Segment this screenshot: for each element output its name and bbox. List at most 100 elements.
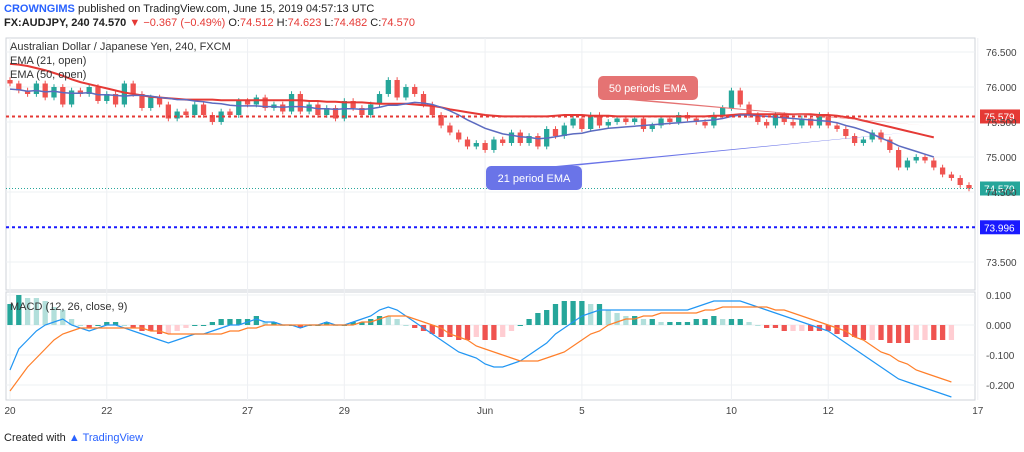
macd-histogram-bar [394, 319, 400, 325]
macd-histogram-bar [684, 322, 691, 325]
macd-histogram-bar [649, 319, 655, 325]
price-tick-label: 76.000 [986, 83, 1017, 94]
candle-body [640, 118, 647, 129]
published-text: published on TradingView.com, June 15, 2… [77, 3, 375, 15]
macd-histogram-bar [42, 301, 48, 325]
macd-histogram-bar [764, 325, 770, 328]
candle-body [77, 90, 84, 94]
candle-body [843, 129, 849, 136]
macd-histogram-bar [500, 325, 506, 337]
time-tick-label: 10 [726, 406, 738, 417]
candle-body [447, 125, 453, 133]
candle-body [324, 108, 330, 115]
macd-histogram-bar [570, 301, 576, 325]
time-tick-label: 29 [339, 406, 351, 417]
low-label: L: [324, 17, 334, 29]
candle-body [895, 150, 902, 168]
symbol-label: FX:AUDJPY, 240 [4, 17, 90, 29]
candle-body [579, 118, 585, 129]
candle-body [236, 101, 242, 115]
high-label: H: [276, 17, 288, 29]
time-tick-label: Jun [477, 406, 493, 417]
candle-body [227, 111, 233, 115]
macd-histogram-bar [33, 298, 40, 325]
macd-histogram-bar [535, 313, 541, 325]
candle-body [86, 87, 92, 94]
macd-histogram-bar [473, 325, 479, 337]
candle-body [807, 118, 814, 126]
time-tick-label: 27 [242, 406, 254, 417]
candle-body [825, 115, 831, 126]
macd-histogram-bar [632, 316, 638, 325]
legend-ema50: EMA (50, open) [10, 69, 86, 81]
candle-body [517, 132, 523, 143]
candle-body [737, 90, 743, 105]
candle-body [16, 83, 22, 91]
candle-body [297, 94, 303, 112]
macd-histogram-bar [737, 319, 743, 325]
candle-body [693, 118, 699, 122]
macd-histogram-bar [588, 304, 594, 325]
candle-body [456, 132, 462, 140]
open-value: 74.512 [239, 17, 274, 29]
ema50-callout-text: 50 periods EMA [609, 83, 688, 95]
tradingview-logo[interactable]: ▲ [68, 432, 80, 444]
candle-body [130, 83, 136, 94]
price-tick-label: 75.000 [986, 153, 1017, 164]
macd-histogram-bar [359, 322, 365, 325]
candle-body [42, 83, 48, 98]
candle-body [244, 101, 251, 105]
candle-body [878, 132, 884, 140]
macd-histogram-bar [948, 325, 955, 340]
candle-body [394, 80, 400, 98]
macd-histogram-bar [825, 325, 831, 331]
tradingview-brand[interactable]: TradingView [82, 432, 144, 444]
candle-body [262, 97, 268, 108]
macd-histogram-bar [931, 325, 937, 340]
candle-body [156, 97, 163, 105]
candle-body [60, 87, 66, 105]
candle-body [948, 174, 955, 178]
macd-histogram-bar [253, 316, 259, 325]
macd-histogram-bar [658, 322, 664, 325]
macd-histogram-bar [24, 298, 31, 325]
candle-body [209, 115, 215, 122]
macd-tick-label: 0.100 [986, 291, 1011, 302]
macd-histogram-bar [68, 319, 75, 325]
candle-body [588, 115, 594, 129]
candle-body [200, 104, 207, 115]
candle-body [341, 101, 347, 119]
candle-body [966, 185, 972, 189]
candle-body [623, 118, 629, 122]
created-with-text: Created with [4, 432, 66, 444]
ema21-callout-pointer [556, 132, 908, 166]
macd-histogram-bar [807, 325, 814, 331]
candle-body [368, 104, 374, 115]
candle-body [385, 80, 391, 94]
candle-body [535, 136, 541, 147]
macd-histogram-bar [878, 325, 884, 340]
candle-body [772, 115, 779, 126]
candle-body [904, 160, 911, 168]
macd-histogram-bar [403, 325, 409, 326]
macd-histogram-bar [728, 319, 735, 325]
author-name[interactable]: CROWNGIMS [4, 3, 75, 15]
macd-histogram-bar [799, 325, 805, 331]
macd-histogram-bar [148, 325, 154, 331]
support-label-box [980, 220, 1020, 235]
candle-body [834, 125, 840, 129]
candle-body [429, 104, 435, 115]
macd-histogram-bar [781, 325, 787, 331]
candle-body [112, 94, 119, 105]
low-value: 74.482 [333, 17, 368, 29]
macd-histogram-bar [165, 325, 172, 334]
candle-body [790, 122, 796, 126]
macd-histogram-bar [412, 325, 418, 328]
macd-histogram-bar [121, 325, 128, 326]
footer: Created with ▲ TradingView [4, 432, 143, 444]
candle-body [315, 104, 321, 115]
candle-body [632, 118, 638, 122]
candle-body [570, 118, 576, 126]
macd-histogram-bar [772, 325, 779, 328]
